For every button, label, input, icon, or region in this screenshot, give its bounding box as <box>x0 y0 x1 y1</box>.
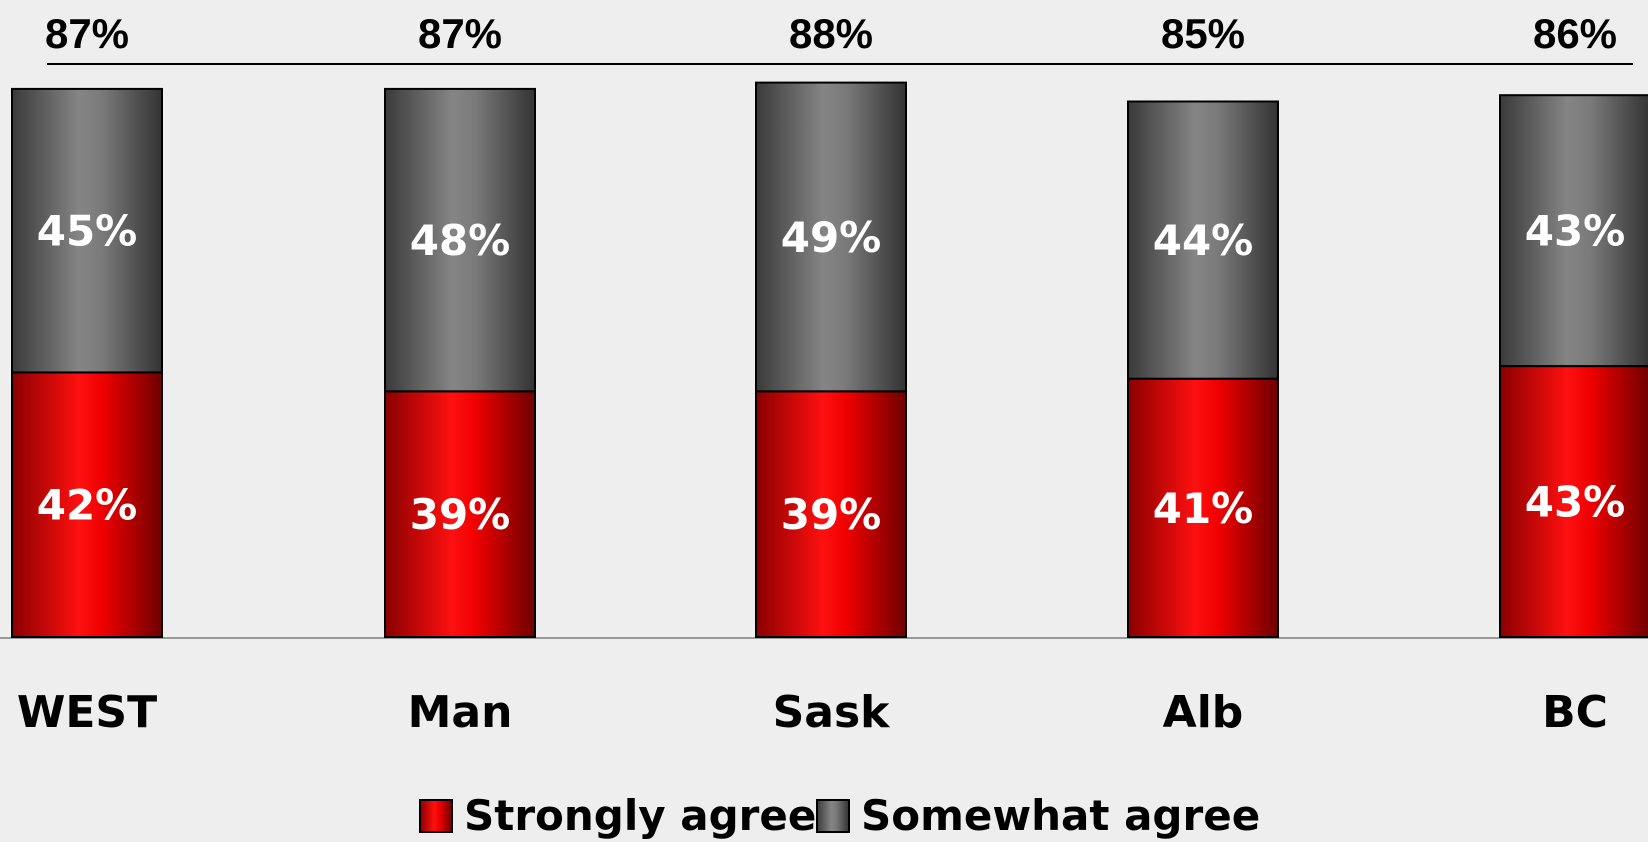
total-label-sask: 88% <box>789 10 873 57</box>
value-label-somewhat-agree-sask: 49% <box>781 213 882 262</box>
bar-somewhat-agree-bc <box>1499 94 1648 368</box>
bar-strongly-agree-alb <box>1127 377 1279 638</box>
x-tick-label-sask: Sask <box>773 687 892 738</box>
value-label-strongly-agree-sask: 39% <box>781 490 882 539</box>
legend-label-somewhat-agree: Somewhat agree <box>861 791 1260 840</box>
x-tick-label-bc: BC <box>1542 687 1608 738</box>
value-label-somewhat-agree-west: 45% <box>37 207 138 256</box>
bar-strongly-agree-bc <box>1499 365 1648 638</box>
labels-layer: 42% 45% 87% WEST 39% 48% 87% Man 39% 49% 88% Sask 41… <box>17 10 1625 738</box>
value-label-strongly-agree-man: 39% <box>410 490 511 539</box>
value-label-somewhat-agree-man: 48% <box>410 216 511 265</box>
legend-swatch-strongly-agree <box>419 799 453 833</box>
total-label-alb: 85% <box>1161 10 1245 57</box>
bar-strongly-agree-west <box>11 371 163 638</box>
value-label-somewhat-agree-bc: 43% <box>1525 207 1626 256</box>
value-label-strongly-agree-west: 42% <box>37 481 138 530</box>
bar-somewhat-agree-west <box>11 87 163 374</box>
x-tick-label-man: Man <box>408 687 513 738</box>
bar-somewhat-agree-sask <box>755 81 907 393</box>
bar-strongly-agree-sask <box>755 390 907 638</box>
total-label-west: 87% <box>45 10 129 57</box>
legend: Strongly agree Somewhat agree <box>419 791 1260 840</box>
value-label-strongly-agree-alb: 41% <box>1153 484 1254 533</box>
legend-label-strongly-agree: Strongly agree <box>464 791 816 840</box>
bars-layer <box>11 81 1648 638</box>
total-label-bc: 86% <box>1533 10 1617 57</box>
x-tick-label-alb: Alb <box>1163 687 1244 738</box>
legend-swatch-somewhat-agree <box>816 799 850 833</box>
total-label-man: 87% <box>418 10 502 57</box>
bar-strongly-agree-man <box>384 390 536 638</box>
x-tick-label-west: WEST <box>17 687 157 738</box>
bar-somewhat-agree-man <box>384 87 536 393</box>
value-label-somewhat-agree-alb: 44% <box>1153 216 1254 265</box>
value-label-strongly-agree-bc: 43% <box>1525 478 1626 527</box>
bar-somewhat-agree-alb <box>1127 100 1279 380</box>
